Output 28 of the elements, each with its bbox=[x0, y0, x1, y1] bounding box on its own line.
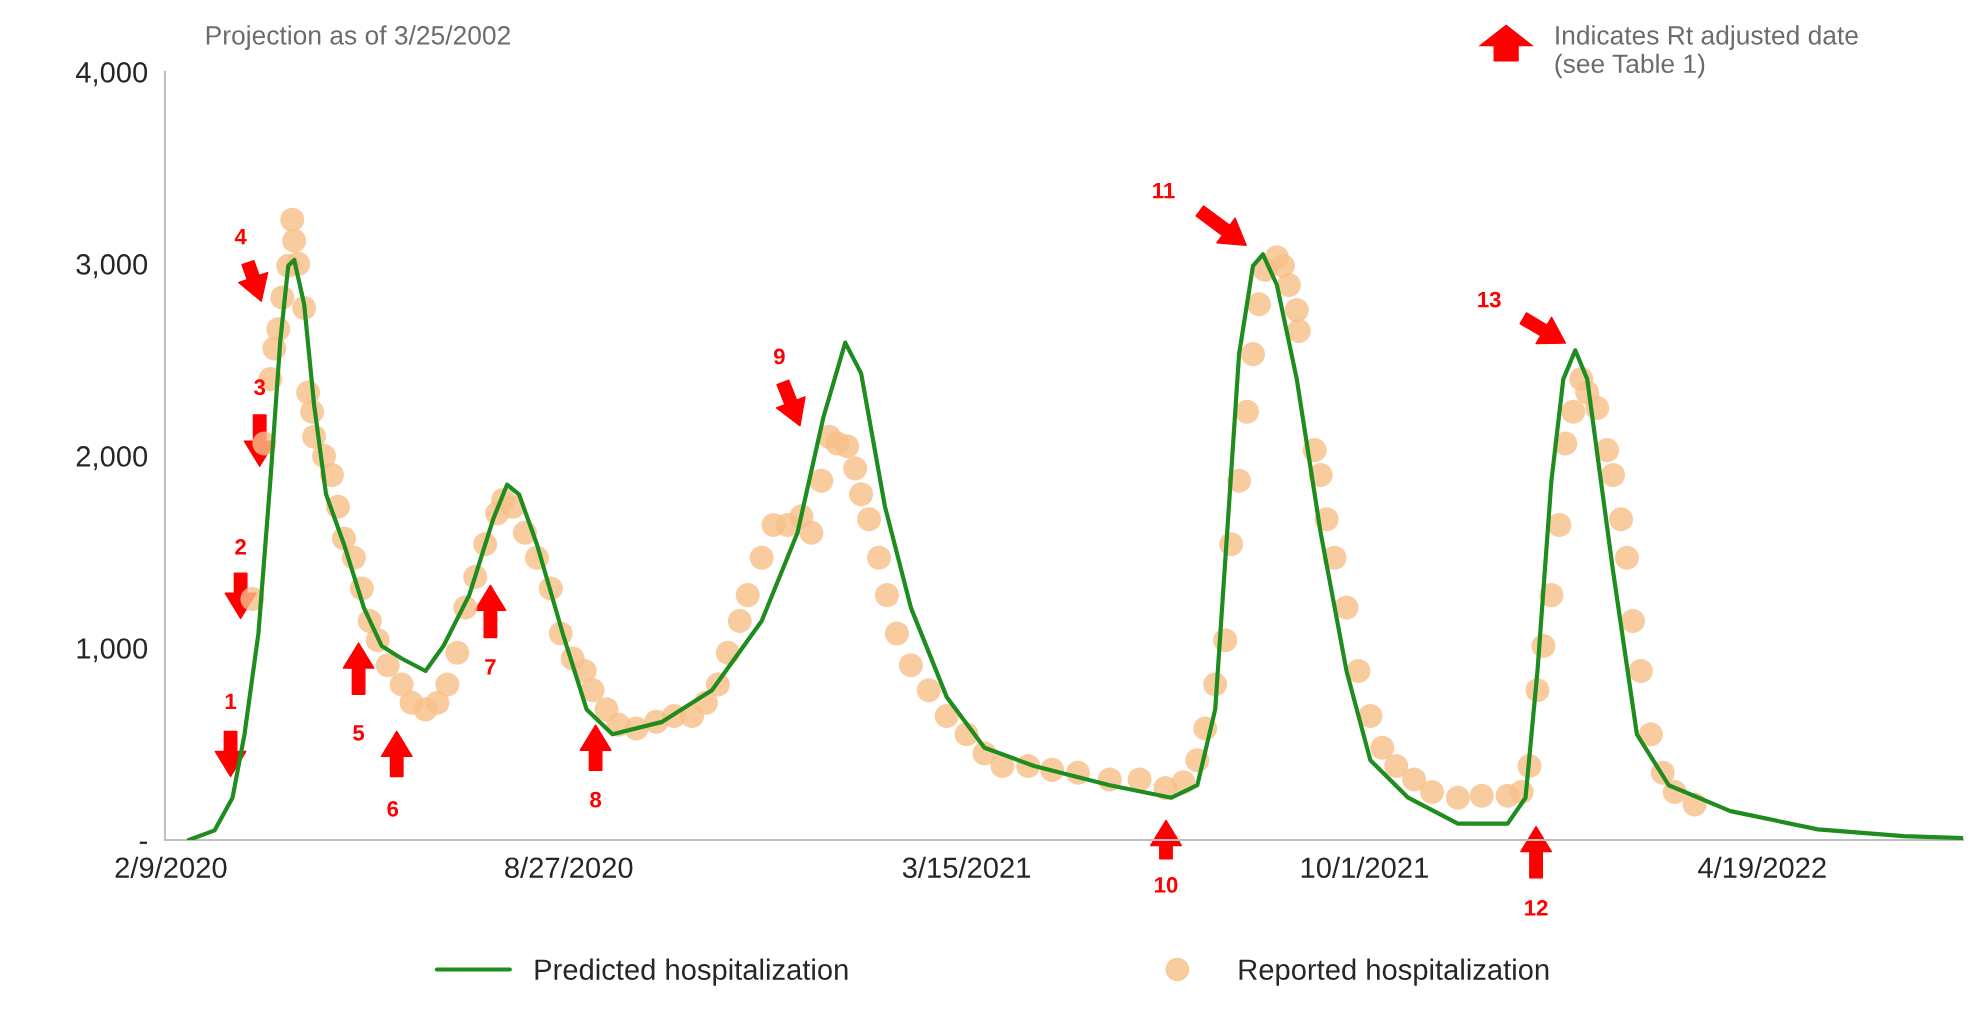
annotation: Indicates Rt adjusted date (see Table 1) bbox=[1555, 25, 1858, 79]
annotation: 3 bbox=[254, 379, 266, 396]
x-tick-label: 10/1/2021 bbox=[1301, 856, 1428, 879]
text: Projection as of 3/25/2002 bbox=[206, 25, 510, 50]
text: 10 bbox=[1155, 877, 1178, 893]
legend-label: Reported hospitalization bbox=[1239, 958, 1549, 986]
annotation: 4 bbox=[234, 228, 247, 245]
y-tick-label: 1,000 bbox=[77, 638, 148, 663]
y-tick-label: 4,000 bbox=[75, 62, 148, 87]
line-series bbox=[186, 252, 1964, 840]
annotation: 8 bbox=[590, 791, 602, 808]
x-tick-label: 2/9/2020 bbox=[115, 856, 227, 879]
x-tick-label: 3/15/2021 bbox=[902, 856, 1031, 879]
y-tick-label: - bbox=[139, 841, 147, 844]
y-tick-label: 3,000 bbox=[76, 254, 148, 279]
y-tick-label: 2,000 bbox=[76, 446, 148, 471]
annotation: 11 bbox=[1153, 182, 1175, 199]
text: 12 bbox=[1525, 900, 1548, 916]
annotation: 5 bbox=[353, 725, 365, 741]
legend-label: Predicted hospitalization bbox=[535, 958, 848, 986]
x-tick-label: 4/19/2022 bbox=[1698, 856, 1826, 879]
annotation: 7 bbox=[485, 659, 496, 675]
x-tick-label: 8/27/2020 bbox=[505, 856, 633, 879]
annotation: 13 bbox=[1478, 291, 1501, 308]
annotation: 2 bbox=[235, 539, 246, 555]
annotation: 9 bbox=[773, 348, 785, 365]
annotation: 6 bbox=[387, 801, 399, 817]
annotation: 1 bbox=[225, 693, 237, 709]
